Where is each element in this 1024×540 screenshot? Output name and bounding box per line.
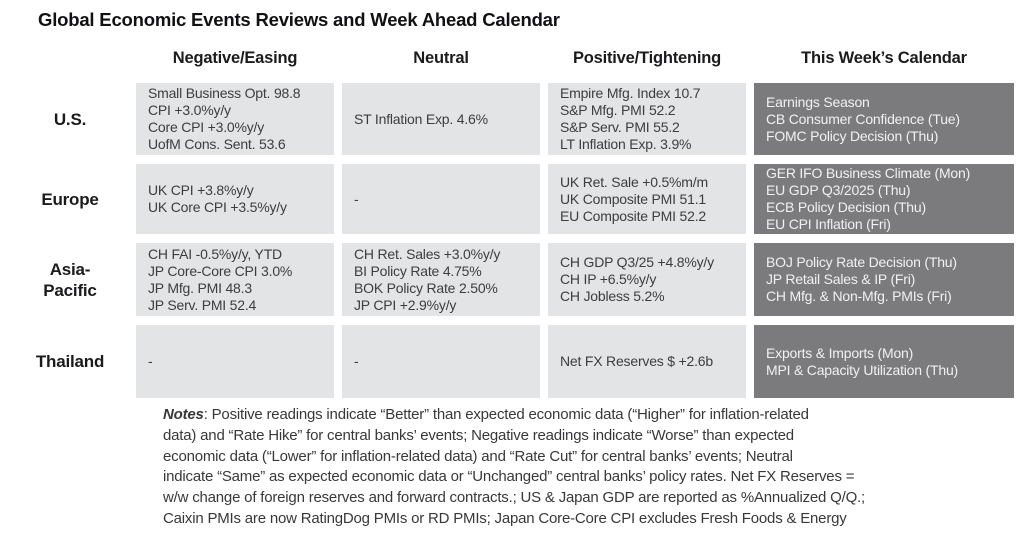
cell-line: ST Inflation Exp. 4.6% xyxy=(354,110,488,127)
cell-line: ECB Policy Decision (Thu) xyxy=(766,199,926,215)
cell-line: BOK Policy Rate 2.50% xyxy=(354,279,498,296)
column-header-negative-easing: Negative/Easing xyxy=(172,49,298,67)
cell-line: MPI & Capacity Utilization (Thu) xyxy=(766,361,958,378)
notes-line-text: data) and “Rate Hike” for central banks’… xyxy=(163,426,794,444)
cell-line: GER IFO Business Climate (Mon) xyxy=(766,165,971,181)
notes: Notes: Positive readings indicate “Bette… xyxy=(163,405,1024,530)
region-label-line: Europe xyxy=(41,189,99,209)
cell-line: JP CPI +2.9%y/y xyxy=(354,296,457,313)
table-row: Asia- Pacific CH FAI -0.5%y/y, YTD JP Core-… xyxy=(0,243,1024,316)
cell-line: UK Core CPI +3.5%y/y xyxy=(148,199,287,215)
negative-cell: UK CPI +3.8%y/y UK Core CPI +3.5%y/y xyxy=(136,164,334,234)
cell-line: Core CPI +3.0%y/y xyxy=(148,119,265,135)
cell-line: JP Core-Core CPI 3.0% xyxy=(148,262,293,279)
region-label: U.S. xyxy=(0,83,128,155)
notes-label: Notes xyxy=(163,406,204,423)
cell-line: - xyxy=(354,353,359,369)
positive-cell: Empire Mfg. Index 10.7 S&P Mfg. PMI 52.2 S… xyxy=(548,83,746,155)
negative-cell: - xyxy=(136,325,334,398)
neutral-cell: - xyxy=(342,164,540,234)
negative-cell: Small Business Opt. 98.8 CPI +3.0%y/y Core… xyxy=(136,83,334,155)
column-header-this-weeks-calendar: This Week’s Calendar xyxy=(801,49,967,67)
cell-line: UK Ret. Sale +0.5%m/m xyxy=(560,173,708,190)
region-column-spacer xyxy=(0,46,128,70)
notes-line: Caixin PMIs are now RatingDog PMIs or RD… xyxy=(163,509,1024,530)
cell-line: JP Retail Sales & IP (Fri) xyxy=(766,271,916,287)
cell-line: CH IP +6.5%y/y xyxy=(560,271,657,287)
cell-line: LT Inflation Exp. 3.9% xyxy=(560,136,692,152)
cell-line: Exports & Imports (Mon) xyxy=(766,344,914,361)
region-label: Thailand xyxy=(0,325,128,398)
notes-line-text: indicate “Same” as expected economic dat… xyxy=(163,468,855,486)
neutral-cell: ST Inflation Exp. 4.6% xyxy=(342,83,540,155)
table-row: Europe UK CPI +3.8%y/y UK Core CPI +3.5%y/… xyxy=(0,164,1024,234)
cell-line: Net FX Reserves $ +2.6b xyxy=(560,353,713,369)
positive-cell: Net FX Reserves $ +2.6b xyxy=(548,325,746,398)
positive-cell: UK Ret. Sale +0.5%m/m UK Composite PMI 51… xyxy=(548,164,746,234)
column-header-positive-tightening: Positive/Tightening xyxy=(572,49,722,67)
page-title: Global Economic Events Reviews and Week … xyxy=(38,9,560,30)
cell-line: EU CPI Inflation (Fri) xyxy=(766,216,891,232)
notes-line: Notes: Positive readings indicate “Bette… xyxy=(163,405,1024,426)
region-label: Asia- Pacific xyxy=(0,243,128,316)
cell-line: EU Composite PMI 52.2 xyxy=(560,207,706,224)
cell-line: CH FAI -0.5%y/y, YTD xyxy=(148,245,282,262)
calendar-cell: Exports & Imports (Mon) MPI & Capacity Ut… xyxy=(754,325,1014,398)
cell-line: CH Ret. Sales +3.0%y/y xyxy=(354,245,501,262)
region-label-line: Thailand xyxy=(35,352,105,371)
notes-line: economic data (“Lower” for inflation-rel… xyxy=(163,447,1024,468)
column-header-neutral: Neutral xyxy=(413,49,469,67)
cell-line: S&P Mfg. PMI 52.2 xyxy=(560,102,676,118)
calendar-cell: GER IFO Business Climate (Mon) EU GDP Q3/… xyxy=(754,164,1014,234)
calendar-cell: Earnings Season CB Consumer Confidence (T… xyxy=(754,83,1014,155)
neutral-cell: CH Ret. Sales +3.0%y/y BI Policy Rate 4.7… xyxy=(342,243,540,316)
negative-cell: CH FAI -0.5%y/y, YTD JP Core-Core CPI 3.0… xyxy=(136,243,334,316)
cell-line: CPI +3.0%y/y xyxy=(148,102,231,118)
cell-line: EU GDP Q3/2025 (Thu) xyxy=(766,182,911,198)
cell-line: JP Serv. PMI 52.4 xyxy=(148,296,257,313)
cell-line: CH GDP Q3/25 +4.8%y/y xyxy=(560,254,714,270)
cell-line: UK Composite PMI 51.1 xyxy=(560,190,706,207)
notes-line-text: Caixin PMIs are now RatingDog PMIs or RD… xyxy=(163,509,847,527)
cell-line: CH Jobless 5.2% xyxy=(560,288,665,304)
notes-line: w/w change of foreign reserves and forwa… xyxy=(163,488,1024,509)
calendar-cell: BOJ Policy Rate Decision (Thu) JP Retail … xyxy=(754,243,1014,316)
region-label-line: U.S. xyxy=(53,109,87,129)
cell-line: - xyxy=(148,353,153,369)
cell-line: CH Mfg. & Non-Mfg. PMIs (Fri) xyxy=(766,288,952,304)
events-table-body: U.S. Small Business Opt. 98.8 CPI +3.0%y/y… xyxy=(0,83,1024,398)
cell-line: Small Business Opt. 98.8 xyxy=(148,85,301,101)
cell-line: Earnings Season xyxy=(766,93,870,110)
notes-line-text: : Positive readings indicate “Better” th… xyxy=(203,406,809,423)
neutral-cell: - xyxy=(342,325,540,398)
notes-line-text: w/w change of foreign reserves and forwa… xyxy=(163,489,865,507)
notes-line: indicate “Same” as expected economic dat… xyxy=(163,467,1024,488)
cell-line: UK CPI +3.8%y/y xyxy=(148,182,254,198)
table-row: U.S. Small Business Opt. 98.8 CPI +3.0%y/y… xyxy=(0,83,1024,155)
cell-line: BOJ Policy Rate Decision (Thu) xyxy=(766,254,957,270)
table-header-row: Negative/Easing Neutral Positive/Tighten… xyxy=(0,46,1024,70)
notes-line: data) and “Rate Hike” for central banks’… xyxy=(163,426,1024,447)
cell-line: Empire Mfg. Index 10.7 xyxy=(560,85,701,101)
region-label: Europe xyxy=(0,164,128,234)
notes-line-text: economic data (“Lower” for inflation-rel… xyxy=(163,447,793,465)
region-label-line: Asia- xyxy=(49,259,91,279)
cell-line: S&P Serv. PMI 55.2 xyxy=(560,119,680,135)
cell-line: JP Mfg. PMI 48.3 xyxy=(148,279,252,296)
region-label-line: Pacific xyxy=(43,280,97,300)
cell-line: FOMC Policy Decision (Thu) xyxy=(766,127,939,144)
positive-cell: CH GDP Q3/25 +4.8%y/y CH IP +6.5%y/y CH Jo… xyxy=(548,243,746,316)
cell-line: CB Consumer Confidence (Tue) xyxy=(766,110,960,127)
cell-line: UofM Cons. Sent. 53.6 xyxy=(148,136,286,152)
cell-line: BI Policy Rate 4.75% xyxy=(354,262,482,279)
cell-line: - xyxy=(354,190,359,207)
table-row: Thailand - - Net FX Reserves $ +2.6b Exports… xyxy=(0,325,1024,398)
